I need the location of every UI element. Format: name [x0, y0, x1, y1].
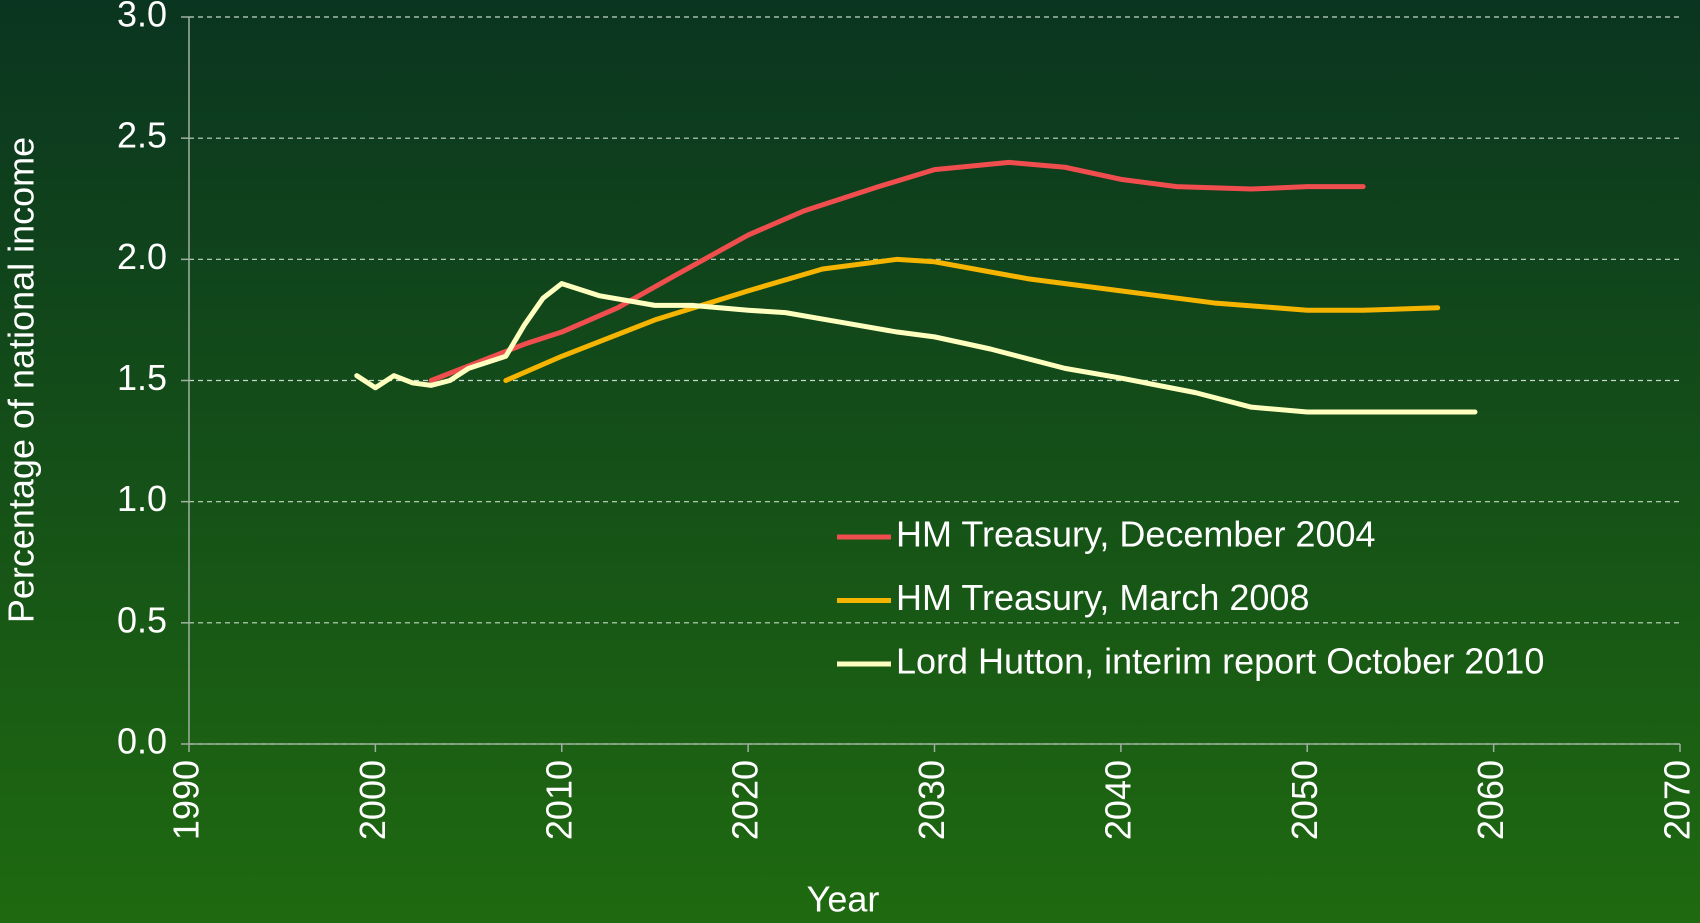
x-tick-label: 2000 — [352, 760, 393, 840]
series-line — [503, 256, 1441, 383]
x-tick-label: 2070 — [1657, 760, 1698, 840]
legend-label: HM Treasury, March 2008 — [896, 577, 1309, 618]
x-axis-label: Year — [807, 879, 880, 920]
y-axis-label: Percentage of national income — [1, 137, 42, 623]
x-tick-label: 2060 — [1470, 760, 1511, 840]
y-tick-label: 2.0 — [117, 236, 167, 277]
x-tick-label: 2050 — [1284, 760, 1325, 840]
y-tick-label: 3.0 — [117, 0, 167, 35]
y-tick-label: 2.5 — [117, 115, 167, 156]
legend-label: Lord Hutton, interim report October 2010 — [896, 641, 1544, 682]
x-tick-label: 2010 — [538, 760, 579, 840]
x-tick-label: 2020 — [725, 760, 766, 840]
x-tick-label: 2030 — [911, 760, 952, 840]
y-tick-label: 1.5 — [117, 357, 167, 398]
series-line — [354, 281, 1478, 415]
y-tick-label: 0.5 — [117, 599, 167, 640]
legend-label: HM Treasury, December 2004 — [896, 514, 1376, 555]
x-tick-label: 1990 — [166, 760, 207, 840]
y-tick-label: 0.0 — [117, 721, 167, 762]
series-line — [428, 159, 1366, 383]
y-tick-label: 1.0 — [117, 478, 167, 519]
x-tick-label: 2040 — [1097, 760, 1138, 840]
